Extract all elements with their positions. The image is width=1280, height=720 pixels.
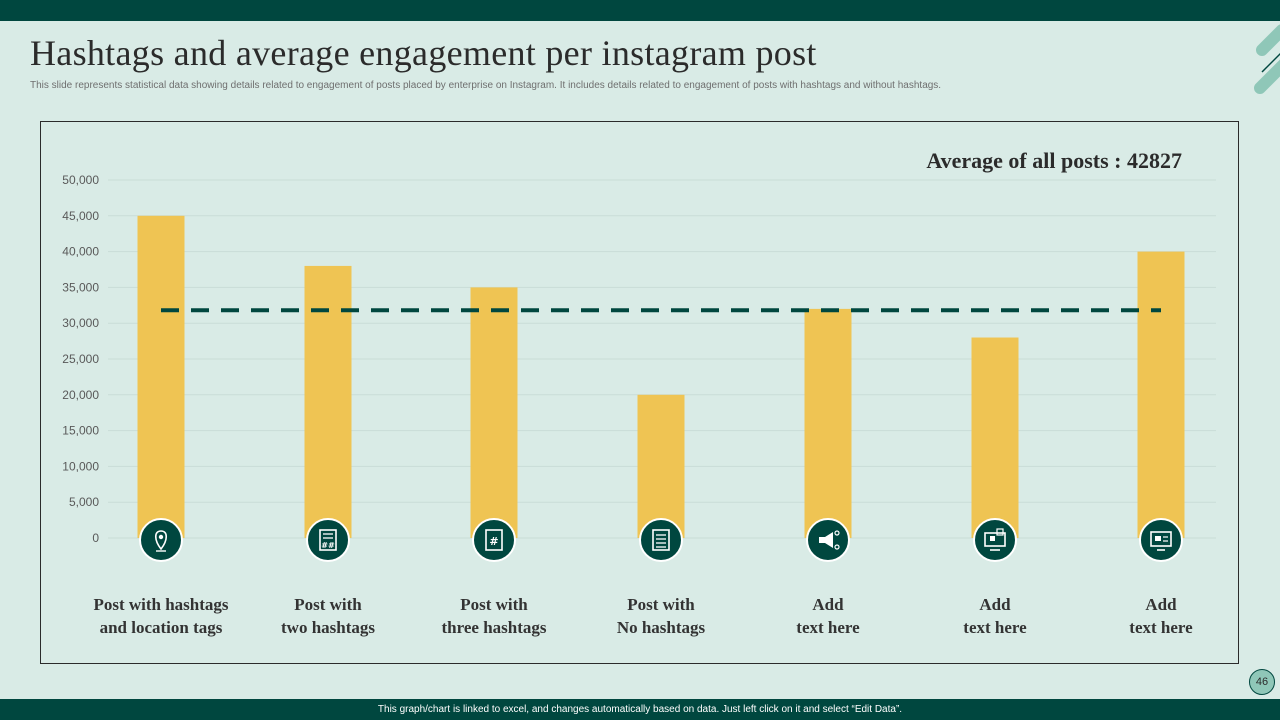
megaphone-icon [806,518,850,562]
y-tick-label: 50,000 [62,173,99,187]
x-category-label: Post with hashtags and location tags [93,595,228,637]
svg-text:##: ## [321,541,335,550]
page-number: 46 [1249,669,1275,695]
location-pin-icon [139,518,183,562]
chart-frame [40,121,1239,664]
y-tick-label: 30,000 [62,316,99,330]
y-tick-label: 0 [92,531,99,545]
x-category-label: Post with three hashtags [442,595,547,637]
y-tick-label: 10,000 [62,459,99,473]
bar [470,287,518,538]
y-tick-label: 35,000 [62,280,99,294]
x-category-label: Add text here [1129,595,1193,637]
y-tick-label: 45,000 [62,209,99,223]
bar [804,308,852,538]
bar [971,337,1019,538]
presentation-icon [1139,518,1183,562]
hashtag-note-icon: # [472,518,516,562]
svg-text:#: # [489,535,498,548]
y-tick-label: 25,000 [62,352,99,366]
slide-subtitle: This slide represents statistical data s… [30,80,942,91]
corner-decoration-icon [1254,24,1280,94]
x-category-label: Add text here [963,595,1027,637]
hashtag-document-icon: ## [306,518,350,562]
slide-title: Hashtags and average engagement per inst… [30,33,817,73]
bar [1137,251,1185,538]
footer-note: This graph/chart is linked to excel, and… [0,699,1280,720]
y-tick-label: 15,000 [62,424,99,438]
y-tick-label: 20,000 [62,388,99,402]
bar [137,215,185,539]
x-category-label: Post with No hashtags [617,595,706,637]
y-tick-label: 5,000 [69,495,99,509]
y-tick-label: 40,000 [62,245,99,259]
bar [304,265,352,538]
x-category-label: Add text here [796,595,860,637]
bar [637,394,685,538]
monitor-icon [973,518,1017,562]
document-icon [639,518,683,562]
x-category-label: Post with two hashtags [281,595,375,637]
top-bar [0,0,1280,21]
average-annotation: Average of all posts : 42827 [926,148,1182,173]
